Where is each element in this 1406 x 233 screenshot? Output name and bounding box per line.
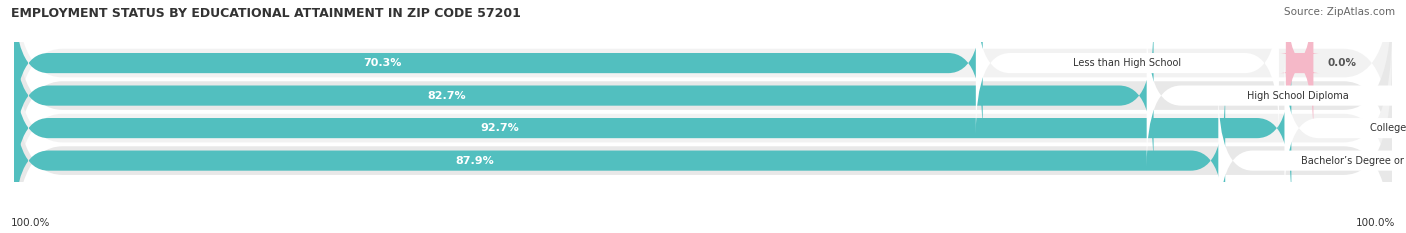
- Text: 100.0%: 100.0%: [1355, 218, 1395, 228]
- Text: Bachelor’s Degree or higher: Bachelor’s Degree or higher: [1301, 156, 1406, 166]
- Text: 70.3%: 70.3%: [363, 58, 401, 68]
- Text: 87.9%: 87.9%: [456, 156, 494, 166]
- FancyBboxPatch shape: [1285, 57, 1406, 199]
- Text: 82.7%: 82.7%: [427, 91, 467, 101]
- FancyBboxPatch shape: [1147, 24, 1406, 167]
- Text: 100.0%: 100.0%: [11, 218, 51, 228]
- Text: 0.0%: 0.0%: [1327, 58, 1357, 68]
- FancyBboxPatch shape: [14, 57, 1291, 199]
- FancyBboxPatch shape: [1279, 0, 1320, 134]
- FancyBboxPatch shape: [14, 0, 1392, 195]
- FancyBboxPatch shape: [14, 89, 1225, 232]
- Text: 92.7%: 92.7%: [479, 123, 519, 133]
- FancyBboxPatch shape: [14, 0, 1392, 163]
- Text: Less than High School: Less than High School: [1073, 58, 1181, 68]
- Text: Source: ZipAtlas.com: Source: ZipAtlas.com: [1284, 7, 1395, 17]
- Text: High School Diploma: High School Diploma: [1247, 91, 1350, 101]
- FancyBboxPatch shape: [1219, 89, 1406, 232]
- FancyBboxPatch shape: [14, 0, 983, 134]
- FancyBboxPatch shape: [976, 0, 1279, 134]
- FancyBboxPatch shape: [14, 29, 1392, 228]
- FancyBboxPatch shape: [14, 61, 1392, 233]
- FancyBboxPatch shape: [14, 24, 1153, 167]
- Text: EMPLOYMENT STATUS BY EDUCATIONAL ATTAINMENT IN ZIP CODE 57201: EMPLOYMENT STATUS BY EDUCATIONAL ATTAINM…: [11, 7, 522, 20]
- Text: College / Associate Degree: College / Associate Degree: [1371, 123, 1406, 133]
